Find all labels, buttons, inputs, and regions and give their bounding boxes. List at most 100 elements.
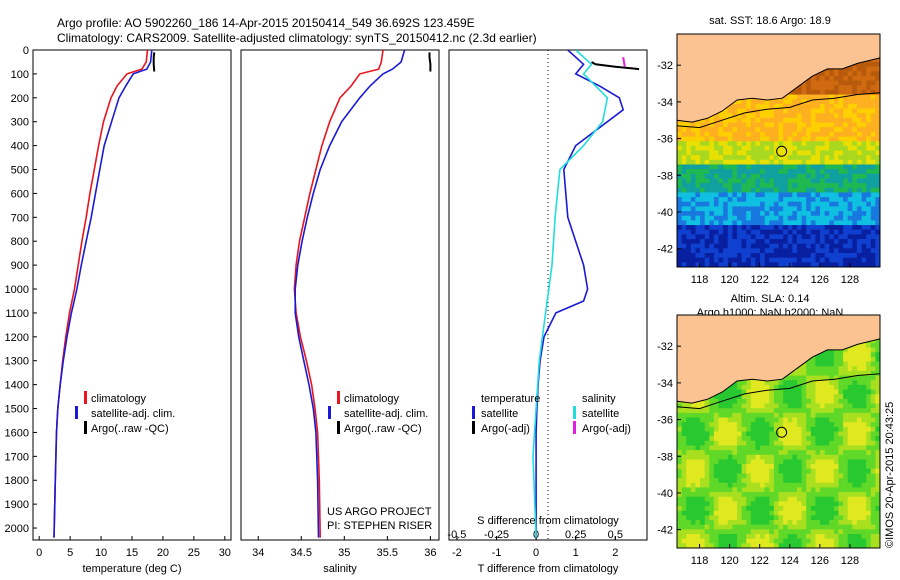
map-cell [829, 169, 835, 175]
map-cell [866, 145, 872, 152]
map-cell [875, 408, 880, 414]
map-cell [856, 257, 863, 263]
map-cell [727, 145, 733, 152]
map-cell [787, 492, 793, 498]
map-cell [760, 187, 766, 194]
map-cell [866, 243, 872, 249]
map-cell [843, 211, 849, 217]
map-cell [783, 127, 789, 133]
map-cell [773, 211, 780, 217]
map-cell [736, 117, 743, 124]
map-cell [718, 253, 724, 259]
map-cell [746, 211, 752, 217]
map-cell [773, 529, 780, 535]
map-cell [856, 178, 863, 184]
map-cell [820, 169, 826, 175]
map-cell [700, 426, 706, 433]
map-cell [764, 398, 770, 405]
map-cell [833, 459, 840, 465]
map-cell [709, 234, 715, 240]
map-cell [764, 403, 770, 409]
map-cell [824, 398, 830, 405]
map-cell [792, 487, 798, 493]
map-cell [820, 141, 826, 147]
map-cell [833, 220, 840, 226]
map-cell [806, 108, 812, 114]
map-cell [852, 384, 858, 391]
map-cell [741, 529, 747, 535]
map-cell [870, 459, 876, 465]
map-cell [700, 534, 706, 540]
map-cell [695, 164, 701, 170]
map-cell [700, 239, 706, 245]
map-cell [704, 436, 710, 442]
map-cell [690, 257, 697, 263]
map-cell [810, 440, 817, 447]
map-cell [769, 380, 775, 386]
map-cell [820, 215, 826, 221]
map-cell [843, 501, 849, 507]
map-cell [843, 169, 849, 175]
map-cell [824, 529, 830, 535]
map-cell [815, 389, 821, 395]
map-cell [764, 243, 770, 249]
map-cell [806, 192, 812, 198]
map-cell [820, 85, 826, 91]
map-cell [746, 192, 752, 198]
map-cell [787, 473, 793, 479]
map-cell [746, 515, 752, 521]
map-cell [686, 169, 692, 175]
map-cell [723, 108, 729, 114]
map-cell [843, 262, 849, 267]
map-cell [787, 431, 793, 437]
map-cell [686, 178, 692, 184]
map-cell [723, 197, 729, 203]
map-cell [746, 436, 752, 442]
map-cell [681, 431, 687, 437]
map-cell [806, 506, 812, 512]
map-cell [787, 464, 793, 470]
map-cell [806, 417, 812, 423]
map-cell [741, 408, 747, 414]
map-cell [755, 136, 761, 142]
map-cell [852, 108, 858, 114]
map-cell [695, 506, 701, 512]
map-cell [764, 450, 770, 456]
t-difference-tick-label: 0 [533, 547, 539, 559]
map-cell [741, 468, 747, 475]
map-cell [861, 510, 867, 516]
map-cell [870, 197, 876, 203]
map-cell [815, 127, 821, 133]
map-cell [810, 94, 817, 100]
map-cell [778, 543, 784, 548]
map-cell [704, 422, 710, 428]
salinity-tick-label: 35.5 [377, 547, 398, 559]
map-cell [690, 543, 697, 548]
map-cell [686, 496, 692, 502]
map-cell [750, 431, 757, 437]
map-cell [824, 80, 830, 86]
map-cell [875, 361, 880, 367]
map-cell [690, 408, 697, 414]
depth-tick-label: 500 [11, 165, 29, 177]
map-cell [787, 234, 793, 240]
map-cell [838, 506, 844, 512]
map-cell [741, 211, 747, 217]
map-cell [824, 192, 830, 198]
map-cell [852, 361, 858, 367]
map-cell [796, 543, 803, 548]
map-cell [810, 75, 817, 82]
map-cell [764, 113, 770, 119]
lat-tick-label: -40 [657, 207, 673, 219]
map-cell [852, 164, 858, 170]
map-cell [690, 520, 697, 526]
map-cell [764, 426, 770, 433]
map-cell [806, 257, 812, 263]
map-cell [833, 370, 840, 377]
map-cell [778, 164, 784, 170]
map-cell [723, 426, 729, 433]
map-cell [769, 426, 775, 433]
map-cell [723, 436, 729, 442]
map-cell [769, 136, 775, 142]
map-cell [764, 487, 770, 493]
